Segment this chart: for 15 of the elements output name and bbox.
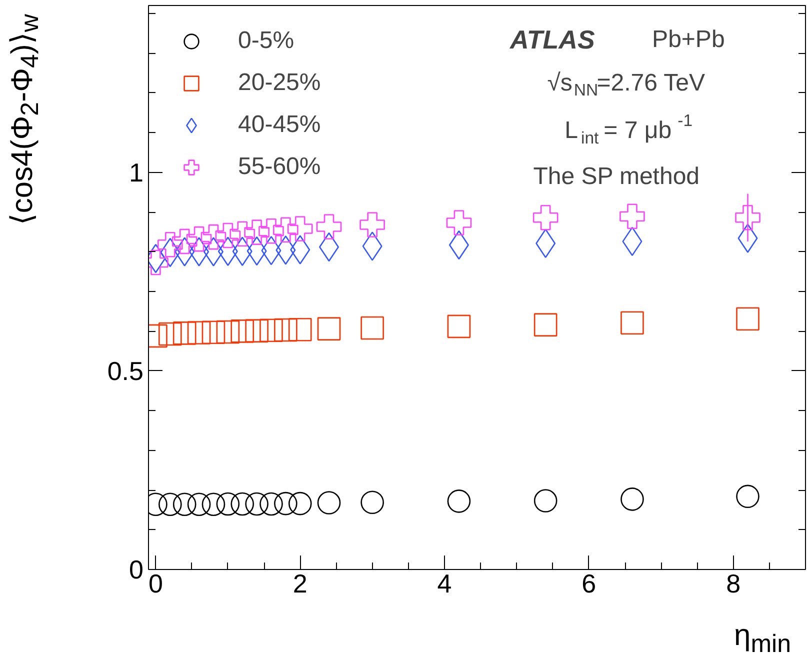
annotation: Pb+Pb xyxy=(652,26,725,53)
annotation: ATLAS xyxy=(509,24,596,54)
legend-label: 20-25% xyxy=(238,69,321,97)
x-tick-label: 4 xyxy=(437,568,452,598)
y-tick-label: 1 xyxy=(129,157,144,188)
x-axis-title: η$_{min}$ xyxy=(733,619,791,659)
x-tick-label: 6 xyxy=(582,568,596,598)
x-tick-label: 2 xyxy=(292,568,308,598)
x-tick-label: 0 xyxy=(148,568,163,598)
annotation: The SP method xyxy=(533,162,700,190)
legend-label: 55-60% xyxy=(238,153,321,181)
y-tick-label: 0.5 xyxy=(107,356,144,386)
legend-label: 0-5% xyxy=(238,27,294,55)
legend-label: 40-45% xyxy=(238,111,321,139)
x-tick-label: 8 xyxy=(726,568,741,598)
